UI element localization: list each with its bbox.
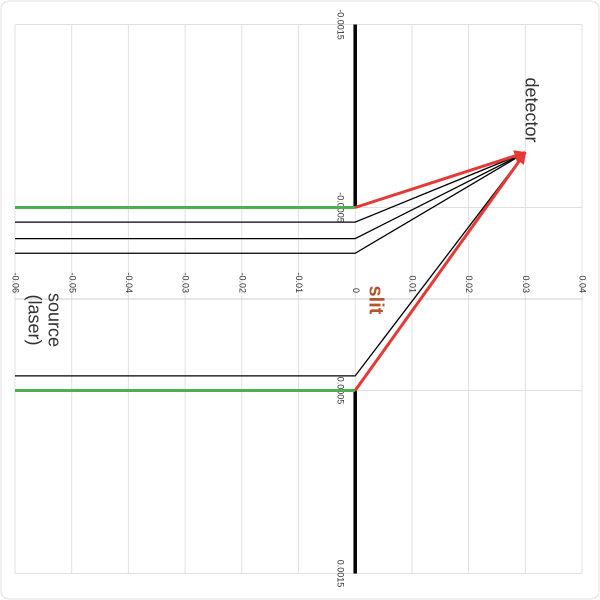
source-label: source [44,293,64,347]
y-tick-label: -0.06 [11,272,21,293]
ray [15,151,526,377]
y-tick-label: 0.04 [578,275,588,293]
y-tick-label: -0.05 [67,272,77,293]
x-tick-label: -0.0015 [336,9,346,40]
y-tick-label: 0.02 [464,275,474,293]
ray [15,152,526,240]
source-label: (laser) [24,294,44,345]
y-tick-label: -0.01 [294,272,304,293]
slit-label: slit [365,286,387,315]
ray [354,150,527,209]
y-tick-label: -0.03 [181,272,191,293]
y-tick-label: -0.04 [124,272,134,293]
y-tick-label: 0.03 [521,275,531,293]
ray [15,152,526,254]
x-tick-label: 0.0015 [336,560,346,588]
y-tick-label: 0 [351,288,361,293]
ray [15,151,527,223]
y-tick-label: 0.01 [408,275,418,293]
detector-label: detector [521,77,541,142]
ray [353,151,527,392]
y-tick-label: -0.02 [237,272,247,293]
